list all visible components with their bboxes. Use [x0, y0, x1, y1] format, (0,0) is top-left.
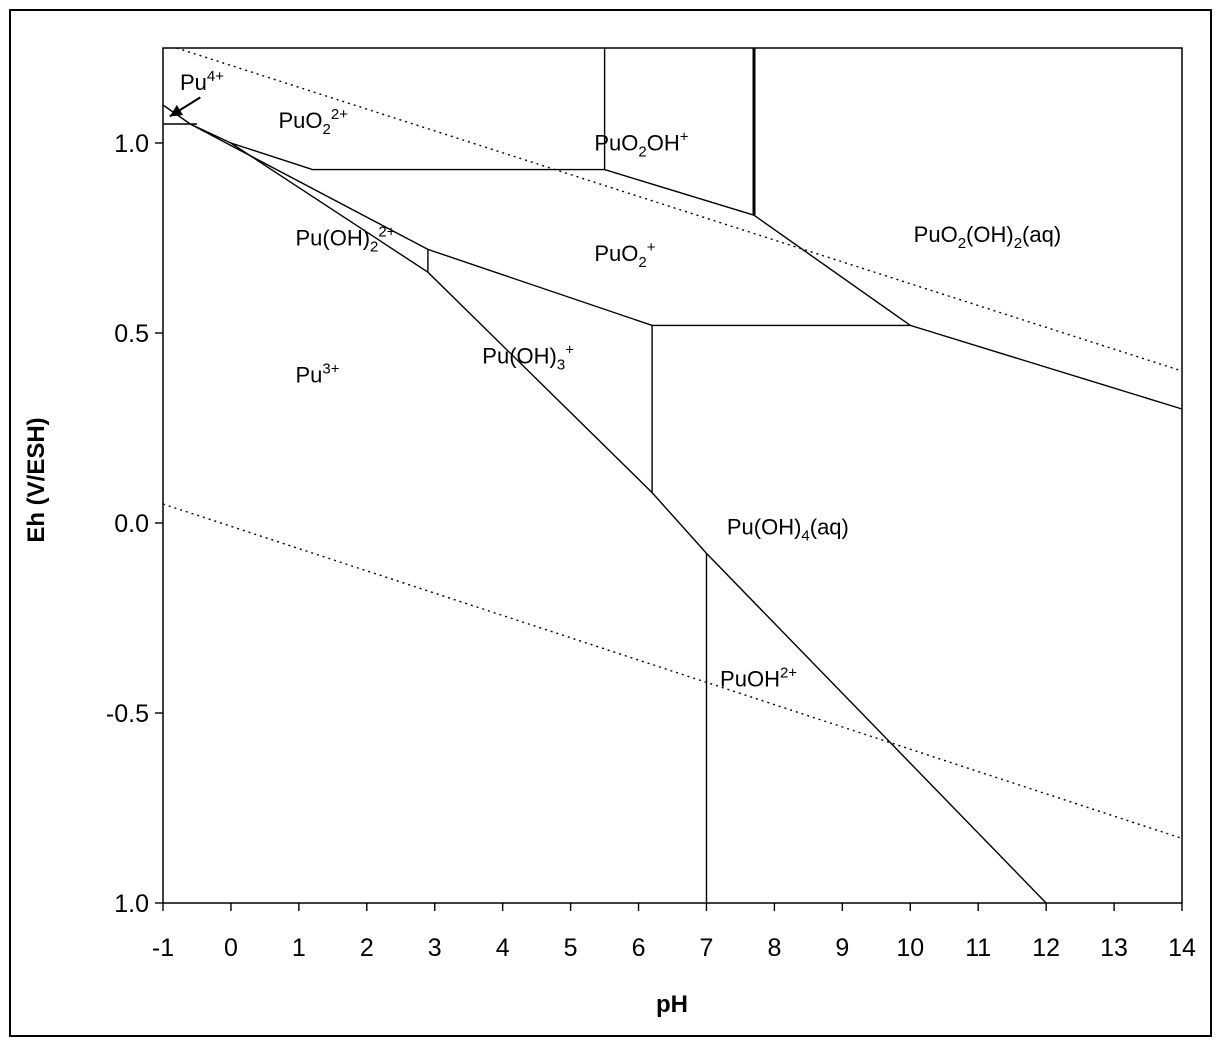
region-label-7: Pu3+ — [295, 360, 339, 387]
pu4-arrow-head — [169, 104, 184, 117]
region-label-3: PuO2(OH)2(aq) — [914, 222, 1062, 252]
region-label-6: Pu(OH)3+ — [482, 341, 574, 373]
x-tick-label-14: 13 — [1100, 934, 1128, 962]
region-labels: Pu4+ PuO22+ PuO2OH+ PuO2(OH)2(aq) Pu(OH)22+ P… — [180, 68, 1061, 692]
region-label-4: Pu(OH)22+ — [295, 224, 395, 256]
plot-area — [162, 47, 1183, 904]
y-tick-label-0: 1.0 — [114, 130, 149, 158]
x-tick-label-5: 4 — [496, 934, 510, 962]
x-tick-label-6: 5 — [564, 934, 578, 962]
y-tick-label-3: -0.5 — [106, 700, 149, 728]
x-tick-label-8: 7 — [700, 934, 714, 962]
water-stability-line-11 — [176, 47, 1183, 372]
x-tick-label-3: 2 — [360, 934, 374, 962]
region-label-8: Pu(OH)4(aq) — [727, 514, 849, 544]
region-label-0: Pu4+ — [180, 68, 224, 95]
region-label-5: PuO2+ — [594, 239, 655, 271]
y-tick-label-4: 1.0 — [114, 890, 149, 918]
x-axis-title: pH — [656, 991, 688, 1018]
x-tick-label-15: 14 — [1168, 934, 1196, 962]
region-label-2: PuO2OH+ — [594, 129, 688, 161]
x-tick-label-9: 8 — [767, 934, 781, 962]
region-label-9: PuOH2+ — [720, 664, 797, 691]
region-label-1: PuO22+ — [278, 106, 348, 138]
x-tick-label-4: 3 — [428, 934, 442, 962]
x-axis-ticks: -1 0 1 2 3 4 5 6 7 8 9 10 11 12 13 14 — [152, 903, 1196, 962]
y-tick-label-1: 0.5 — [114, 320, 149, 348]
boundary-line-6 — [189, 123, 911, 327]
y-axis-title: Eh (V/ESH) — [23, 417, 50, 542]
x-tick-label-13: 12 — [1032, 934, 1060, 962]
boundary-line-3 — [604, 168, 755, 216]
x-tick-label-0: -1 — [152, 934, 174, 962]
y-tick-label-2: 0.0 — [114, 510, 149, 538]
boundary-lines — [162, 47, 1183, 904]
y-axis-ticks: 1.0 0.5 0.0 -0.5 1.0 — [106, 130, 163, 918]
x-tick-label-10: 9 — [835, 934, 849, 962]
x-tick-label-11: 10 — [896, 934, 924, 962]
x-tick-label-2: 1 — [292, 934, 306, 962]
x-tick-label-7: 6 — [632, 934, 646, 962]
x-tick-label-1: 0 — [224, 934, 238, 962]
x-tick-label-12: 11 — [965, 934, 991, 962]
